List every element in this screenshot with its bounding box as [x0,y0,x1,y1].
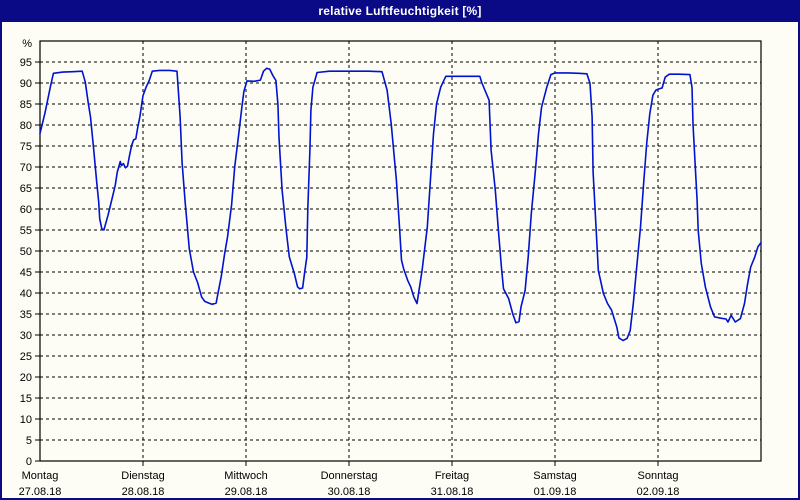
y-tick-label: 20 [20,372,32,384]
y-tick-label: 5 [26,435,32,447]
y-tick-label: 40 [20,288,32,300]
day-date-label: 30.08.18 [328,486,371,498]
y-tick-label: 60 [20,204,32,216]
y-tick-label: 55 [20,225,32,237]
y-tick-label: 90 [20,78,32,90]
title-bar[interactable]: relative Luftfeuchtigkeit [%] [0,0,800,22]
chart-client-area: 0 5 10 15 20 25 30 35 40 45 50 55 60 65 70 75 80 85 90 95% M… [2,22,798,498]
y-tick-label: 85 [20,99,32,111]
day-date-label: 31.08.18 [431,486,474,498]
y-tick-label: 30 [20,330,32,342]
day-name-label: Samstag [533,470,576,482]
y-tick-label: 70 [20,162,32,174]
day-date-label: 27.08.18 [19,486,62,498]
day-name-label: Sonntag [638,470,679,482]
day-name-label: Dienstag [121,470,164,482]
day-date-label: 29.08.18 [225,486,268,498]
y-tick-label: 80 [20,120,32,132]
y-tick-label: 95 [20,57,32,69]
y-tick-label: 75 [20,141,32,153]
humidity-series-line [39,67,762,342]
y-tick-label: 10 [20,414,32,426]
y-tick-label: 50 [20,246,32,258]
y-tick-label: 25 [20,351,32,363]
y-axis-unit-label: % [22,38,32,50]
y-tick-label: 0 [26,456,32,468]
window-title: relative Luftfeuchtigkeit [%] [318,4,482,18]
day-date-label: 01.09.18 [534,486,577,498]
day-name-label: Freitag [435,470,469,482]
y-tick-label: 15 [20,393,32,405]
y-tick-label: 35 [20,309,32,321]
day-name-label: Montag [22,470,59,482]
y-tick-label: 65 [20,183,32,195]
day-name-label: Mittwoch [224,470,267,482]
y-tick-label: 45 [20,267,32,279]
day-date-label: 28.08.18 [122,486,165,498]
day-name-label: Donnerstag [321,470,378,482]
humidity-line-chart: 0 5 10 15 20 25 30 35 40 45 50 55 60 65 70 75 80 85 90 95% M… [19,38,762,498]
day-date-label: 02.09.18 [637,486,680,498]
